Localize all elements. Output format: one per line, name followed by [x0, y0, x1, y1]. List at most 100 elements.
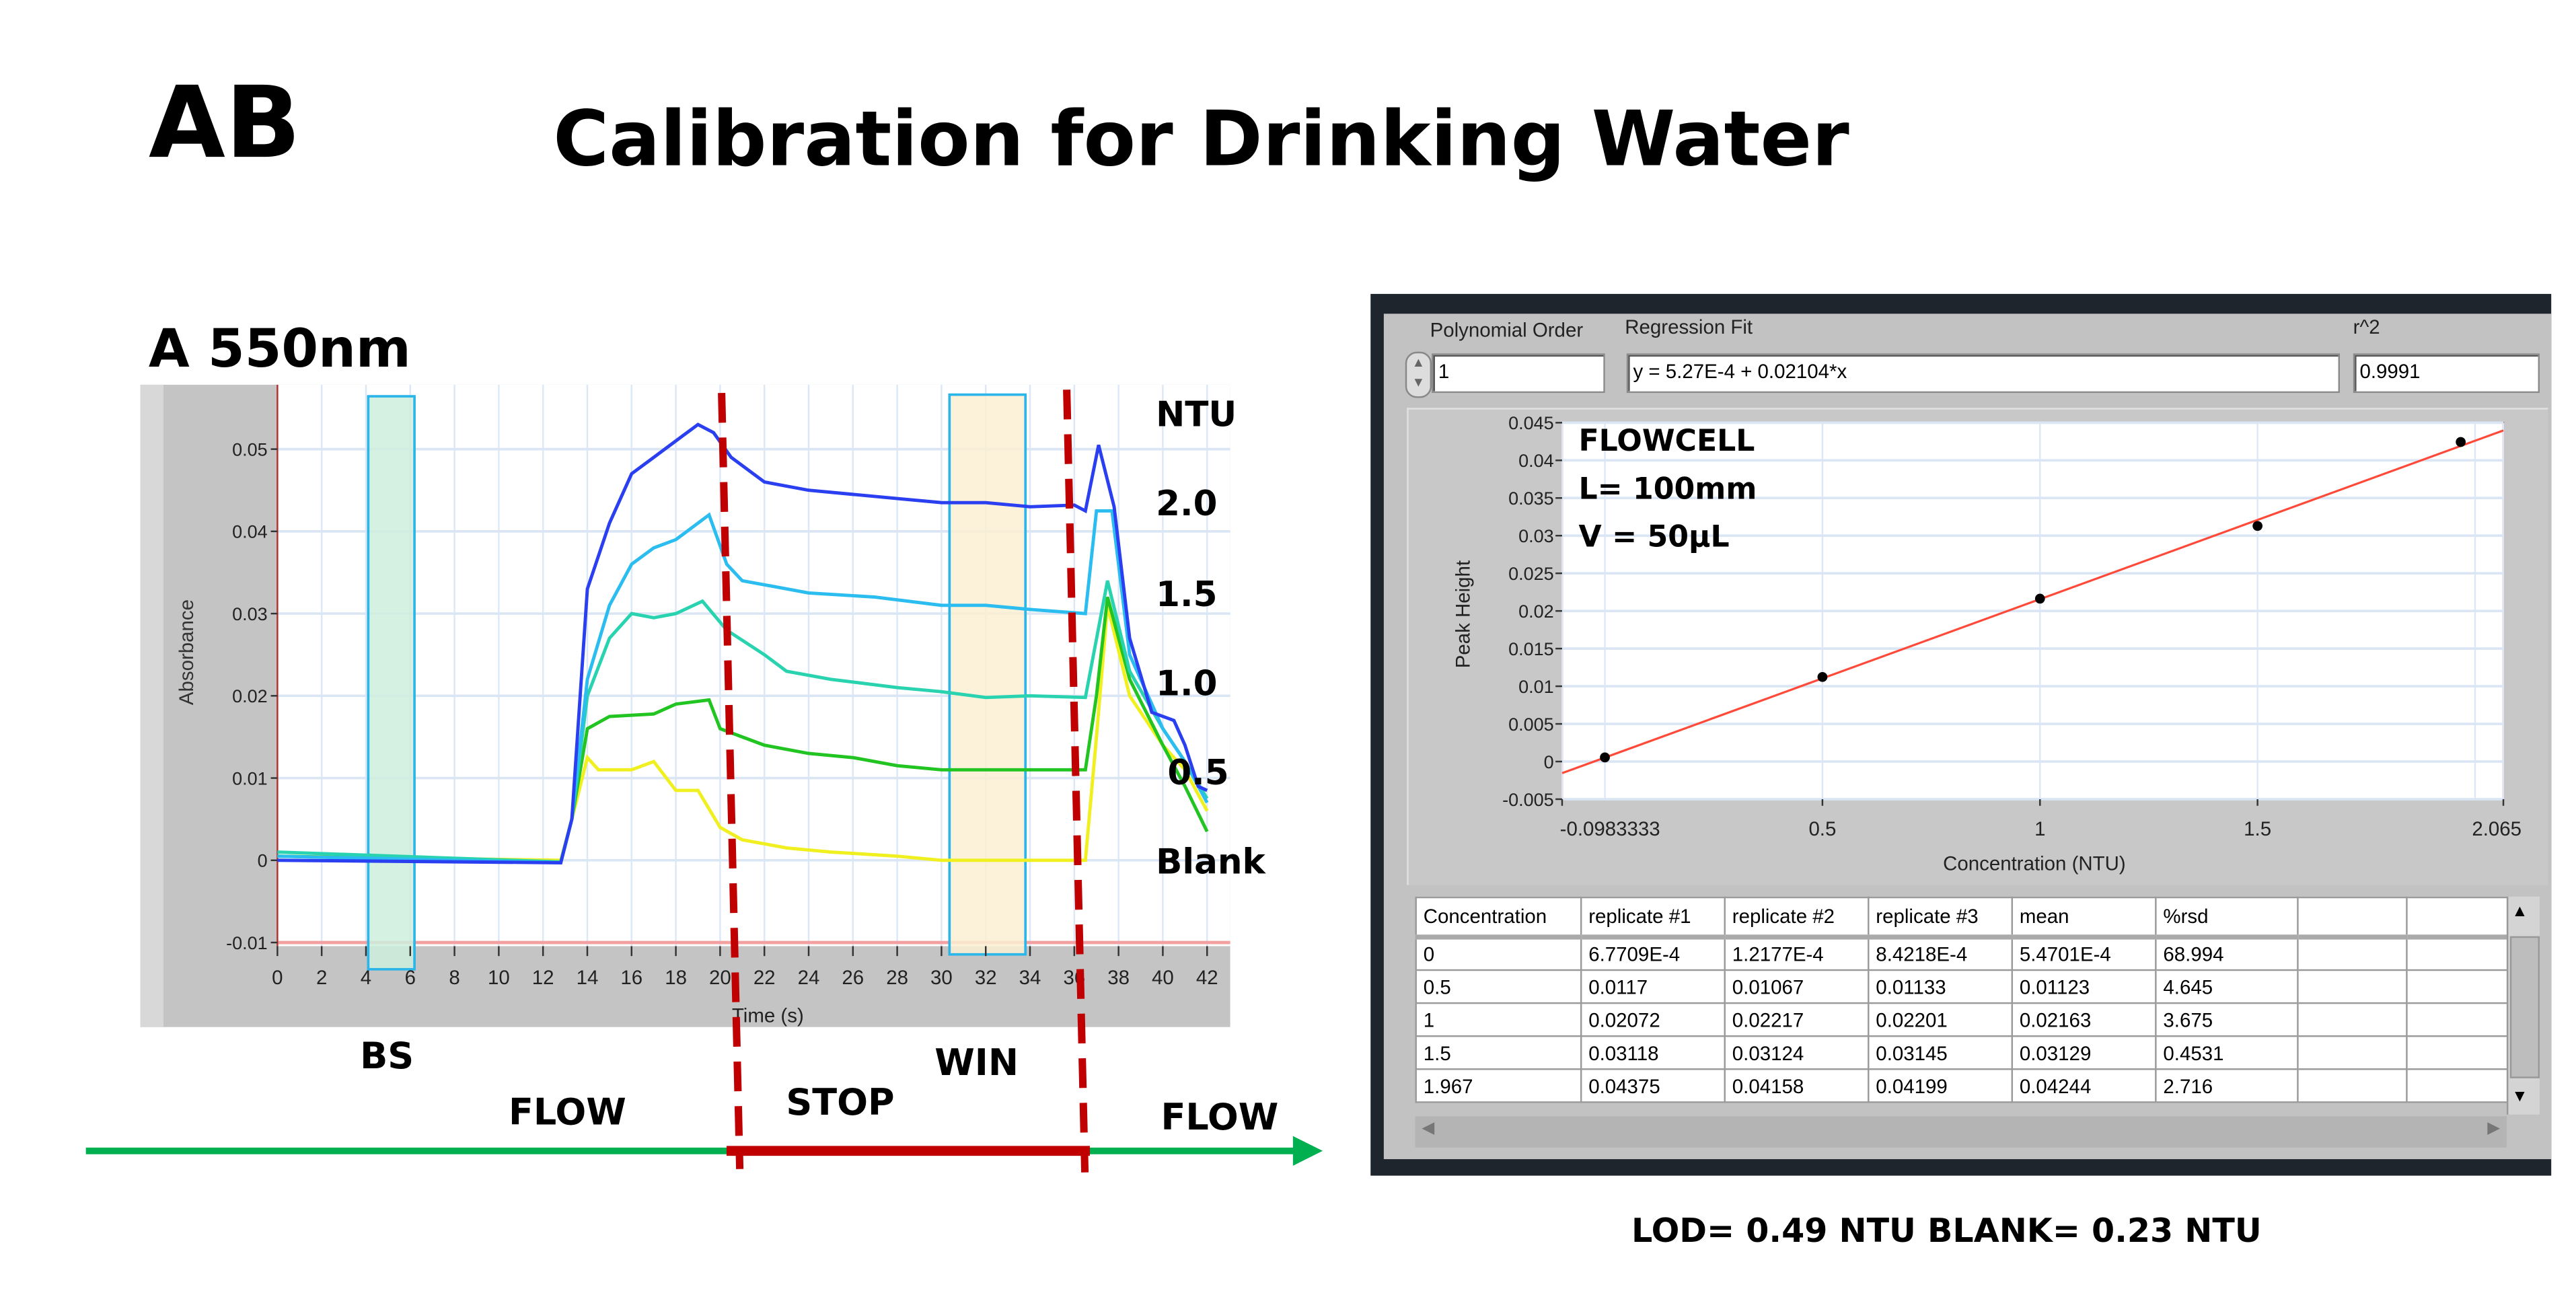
scroll-left-icon[interactable]: ◀: [1422, 1119, 1435, 1138]
table-cell[interactable]: 6.7709E-4: [1580, 936, 1726, 971]
r2-label: r^2: [2353, 315, 2380, 339]
x-tick-label: 1.5: [2244, 818, 2271, 840]
win-label: WIN: [934, 1043, 1019, 1085]
x-tick-label: 6: [405, 967, 416, 989]
table-cell[interactable]: 0.5: [1415, 969, 1582, 1004]
scroll-up-icon[interactable]: ▲: [2511, 903, 2528, 922]
x-tick-label: 14: [577, 967, 599, 989]
table-cell[interactable]: [2297, 1068, 2408, 1103]
calibration-table: Concentration replicate #1 replicate #2 rep…: [1415, 896, 2509, 1103]
table-cell[interactable]: 0.04244: [2011, 1068, 2157, 1103]
table-cell[interactable]: 0.0117: [1580, 969, 1726, 1004]
x-axis-title: Time (s): [732, 1004, 804, 1027]
length-annotation: L= 100mm: [1578, 472, 1757, 507]
table-cell[interactable]: 8.4218E-4: [1868, 936, 2014, 971]
x-tick-label: 0.5: [1808, 818, 1836, 840]
table-cell[interactable]: 0.01133: [1868, 969, 2014, 1004]
scroll-right-icon[interactable]: ▶: [2487, 1119, 2501, 1138]
table-cell[interactable]: 2.716: [2155, 1068, 2299, 1103]
x-tick-label: 34: [1019, 967, 1041, 989]
table-cell[interactable]: [2406, 969, 2509, 1004]
polynomial-order-label: Polynomial Order: [1430, 318, 1584, 342]
column-header[interactable]: replicate #2: [1724, 896, 1870, 940]
table-cell[interactable]: 0.03124: [1724, 1035, 1870, 1070]
table-cell[interactable]: [2297, 969, 2408, 1004]
y-tick-label: 0.03: [232, 604, 268, 624]
table-cell[interactable]: [2406, 936, 2509, 971]
polynomial-order-stepper[interactable]: ▲ ▼: [1405, 351, 1432, 398]
table-cell[interactable]: [2297, 1035, 2408, 1070]
table-cell[interactable]: [2406, 1002, 2509, 1037]
column-header[interactable]: Concentration: [1415, 896, 1582, 940]
table-cell[interactable]: 1.967: [1415, 1068, 1582, 1103]
table-cell[interactable]: 5.4701E-4: [2011, 936, 2157, 971]
x-tick-label: 0: [272, 967, 283, 989]
x-tick-label: 42: [1196, 967, 1218, 989]
series-line-1-0: [277, 580, 1209, 864]
table-cell[interactable]: 0.02072: [1580, 1002, 1726, 1037]
table-horizontal-scrollbar[interactable]: ◀ ▶: [1415, 1116, 2507, 1148]
table-cell[interactable]: 0.04158: [1724, 1068, 1870, 1103]
table-cell[interactable]: [2406, 1035, 2509, 1070]
table-cell[interactable]: [2297, 936, 2408, 971]
stop-start-marker: [718, 393, 744, 1169]
y-tick-label: 0.015: [1508, 639, 1554, 659]
table-row: 0.5 0.0117 0.01067 0.01133 0.01123 4.645: [1415, 969, 2509, 1004]
data-point: [1817, 671, 1828, 682]
legend-label-1-0: 1.0: [1156, 663, 1217, 704]
table-cell[interactable]: 3.675: [2155, 1002, 2299, 1037]
x-tick-label: 12: [532, 967, 554, 989]
column-header[interactable]: replicate #3: [1868, 896, 2014, 940]
table-cell[interactable]: 0: [1415, 936, 1582, 971]
column-header[interactable]: [2406, 896, 2509, 940]
column-header[interactable]: mean: [2011, 896, 2157, 940]
x-tick-label: 38: [1107, 967, 1130, 989]
column-header[interactable]: replicate #1: [1580, 896, 1726, 940]
table-row: 1.5 0.03118 0.03124 0.03145 0.03129 0.4531: [1415, 1035, 2509, 1070]
data-point: [2456, 437, 2466, 447]
table-cell[interactable]: [2297, 1002, 2408, 1037]
data-point: [2034, 593, 2045, 604]
table-cell[interactable]: 0.02201: [1868, 1002, 2014, 1037]
table-cell[interactable]: [2406, 1068, 2509, 1103]
series-line-2-0: [277, 422, 1208, 864]
series-line-0-5: [277, 596, 1209, 864]
table-cell[interactable]: 0.01067: [1724, 969, 1870, 1004]
scroll-down-icon[interactable]: ▼: [2511, 1088, 2528, 1107]
table-cell[interactable]: 0.4531: [2155, 1035, 2299, 1070]
table-cell[interactable]: 0.04199: [1868, 1068, 2014, 1103]
regression-fit-label: Regression Fit: [1625, 315, 1753, 339]
column-header[interactable]: [2297, 896, 2408, 940]
series-line-1-5: [277, 509, 1209, 864]
table-cell[interactable]: 0.03118: [1580, 1035, 1726, 1070]
table-cell[interactable]: 0.03145: [1868, 1035, 2014, 1070]
wavelength-label: A 550nm: [148, 317, 411, 380]
y-axis-title: Peak Height: [1452, 560, 1475, 668]
chart-frame-edge: [140, 384, 163, 1027]
y-tick-label: 0: [258, 851, 268, 871]
x-tick-label: -0.0983333: [1560, 818, 1660, 840]
table-header-row: Concentration replicate #1 replicate #2 rep…: [1415, 896, 2509, 940]
table-cell[interactable]: 0.02163: [2011, 1002, 2157, 1037]
table-cell[interactable]: 1.5: [1415, 1035, 1582, 1070]
y-tick-label: 0.025: [1508, 564, 1554, 584]
column-header[interactable]: %rsd: [2155, 896, 2299, 940]
series-line-blank: [277, 605, 1209, 862]
x-tick-label: 2.065: [2472, 818, 2522, 840]
table-cell[interactable]: 1: [1415, 1002, 1582, 1037]
table-cell[interactable]: 4.645: [2155, 969, 2299, 1004]
y-tick-label: -0.005: [1502, 790, 1554, 810]
scrollbar-thumb[interactable]: [2509, 936, 2540, 1078]
y-tick-label: 0.01: [232, 768, 268, 788]
table-row: 0 6.7709E-4 1.2177E-4 8.4218E-4 5.4701E-4 68.…: [1415, 936, 2509, 971]
table-cell[interactable]: 68.994: [2155, 936, 2299, 971]
table-vertical-scrollbar[interactable]: ▲ ▼: [2506, 896, 2540, 1115]
x-tick-label: 26: [842, 967, 864, 989]
table-cell[interactable]: 1.2177E-4: [1724, 936, 1870, 971]
table-cell[interactable]: 0.04375: [1580, 1068, 1726, 1103]
table-cell[interactable]: 0.01123: [2011, 969, 2157, 1004]
polynomial-order-input[interactable]: 1: [1432, 353, 1605, 394]
table-cell[interactable]: 0.03129: [2011, 1035, 2157, 1070]
table-cell[interactable]: 0.02217: [1724, 1002, 1870, 1037]
